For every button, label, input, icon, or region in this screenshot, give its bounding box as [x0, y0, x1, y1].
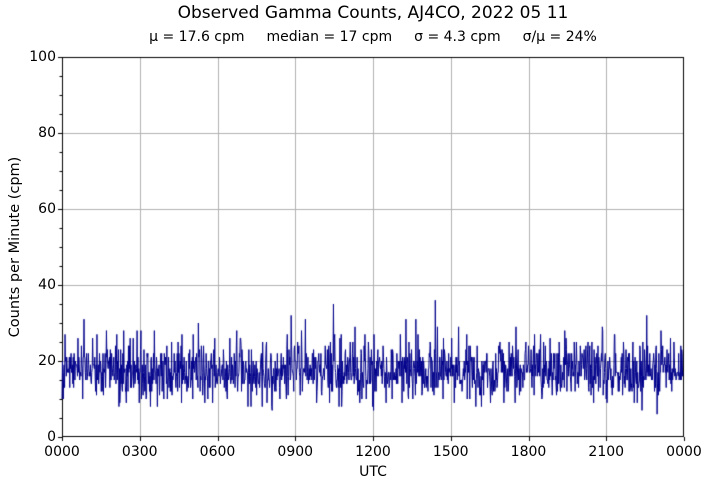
x-tick-label: 0900 — [277, 444, 314, 460]
y-tick-label: 80 — [38, 125, 56, 141]
y-tick-label: 40 — [38, 277, 56, 293]
x-tick-label: 0000 — [666, 444, 702, 460]
y-tick-label: 60 — [38, 201, 56, 217]
x-tick-label: 1200 — [355, 444, 391, 460]
x-tick-label: 1500 — [432, 444, 469, 460]
y-tick-label: 20 — [38, 353, 56, 369]
x-tick-label: 0600 — [199, 444, 236, 460]
x-tick-label: 1800 — [510, 444, 547, 460]
x-tick-label: 0000 — [44, 444, 80, 460]
x-tick-label: 0300 — [121, 444, 158, 460]
y-tick-label: 0 — [47, 429, 56, 445]
x-axis-label: UTC — [359, 464, 387, 480]
y-tick-label: 100 — [29, 49, 56, 65]
x-tick-label: 2100 — [588, 444, 625, 460]
